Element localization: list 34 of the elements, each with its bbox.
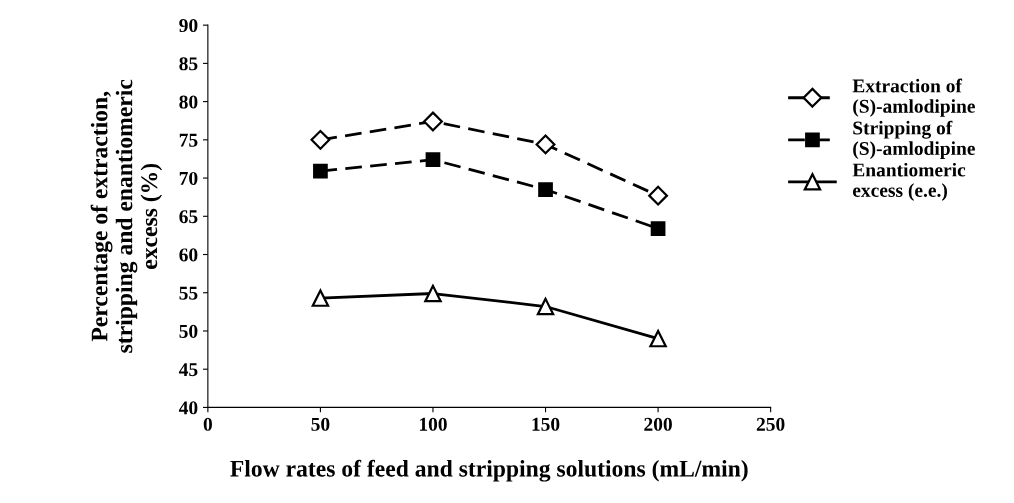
point [649,329,667,348]
x-tick-label: 100 [419,417,447,431]
y-tick-label: 50 [179,324,198,338]
point [538,182,553,197]
y-tick-label: 60 [179,248,198,262]
y-tick-label: 90 [179,18,198,33]
y-tick-label: 80 [179,95,198,109]
point [650,221,666,236]
x-tick-label: 50 [311,417,330,431]
y-tick-label: 55 [179,286,198,300]
x-tick-label: 250 [756,417,785,431]
y-tick-label: 75 [179,133,198,147]
x-axis-title: Flow rates of feed and stripping solutions (mL/min) [230,459,748,482]
point [648,185,669,206]
point [536,297,555,316]
y-tick-label: 40 [178,401,198,415]
y-tick-label: 65 [179,210,198,224]
legend-label: Enantiomeric excess (e.e.) [852,162,966,201]
point [425,152,441,168]
point [424,284,442,303]
y-axis-title: Percentage of extraction, stripping and enantiomeric excess (%) [90,79,163,353]
point [313,163,328,179]
x-tick-label: 150 [532,417,560,431]
x-tick-label: 0 [203,417,212,431]
point [423,111,443,132]
legend-label: Stripping of (S)-amlodipine [853,120,975,159]
y-tick-label: 70 [179,171,198,185]
y-tick-label: 85 [179,57,198,71]
y-tick-label: 45 [178,363,198,377]
x-tick-label: 200 [644,417,672,431]
point [535,134,556,155]
point [311,289,330,307]
legend-label: Extraction of (S)-amlodipine [852,78,975,117]
point [310,129,331,150]
